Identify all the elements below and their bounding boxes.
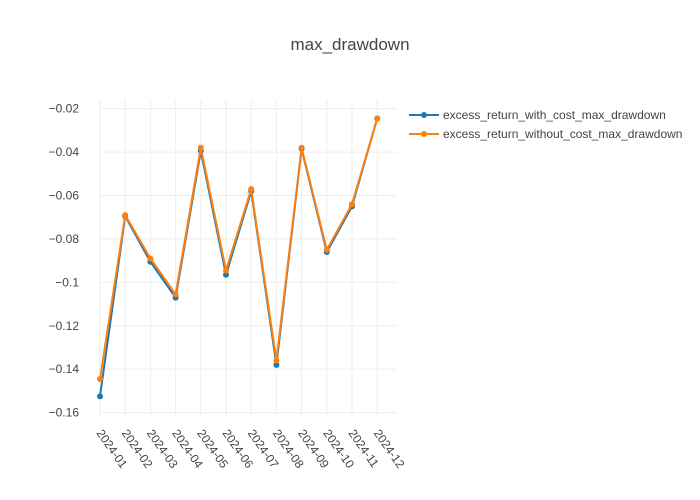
data-point[interactable] [349,201,355,208]
legend[interactable]: excess_return_with_cost_max_drawdownexce… [409,108,682,141]
data-point[interactable] [323,246,330,253]
data-point[interactable] [147,255,154,262]
legend-marker-icon [421,131,427,137]
legend-item[interactable]: excess_return_without_cost_max_drawdown [409,127,682,141]
legend-marker-icon [421,112,427,118]
y-tick-label: −0.14 [49,362,80,376]
data-point[interactable] [374,115,381,122]
legend-item[interactable]: excess_return_with_cost_max_drawdown [409,108,666,122]
y-tick-label: −0.12 [49,319,80,333]
plot-area [97,115,381,400]
y-tick-label: −0.02 [49,102,80,116]
data-point[interactable] [298,144,305,151]
y-tick-label: −0.16 [49,406,80,420]
data-point[interactable] [273,361,280,368]
data-point[interactable] [122,212,129,219]
series-2 [97,115,381,383]
legend-label: excess_return_with_cost_max_drawdown [443,108,666,122]
grid [99,100,397,417]
legend-label: excess_return_without_cost_max_drawdown [443,127,682,141]
y-tick-label: −0.1 [55,275,79,289]
data-point[interactable] [197,144,204,151]
y-tick-label: −0.04 [49,145,80,159]
y-tick-label: −0.06 [49,189,80,203]
data-point[interactable] [223,267,229,274]
data-point[interactable] [97,376,103,383]
chart-title: max_drawdown [290,35,409,54]
data-point[interactable] [97,393,103,400]
series-line [99,118,379,380]
data-point[interactable] [223,271,229,278]
data-point[interactable] [273,357,280,364]
x-axis: 2024-012024-022024-032024-042024-052024-… [94,427,408,471]
series-line [99,118,379,397]
data-point[interactable] [248,186,255,193]
series-1 [97,115,381,400]
data-point[interactable] [172,291,179,298]
y-axis: −0.16 −0.14 −0.12 −0.1 −0.08 −0.06 −0.04 −0.02 [49,102,80,420]
y-tick-label: −0.08 [49,232,80,246]
